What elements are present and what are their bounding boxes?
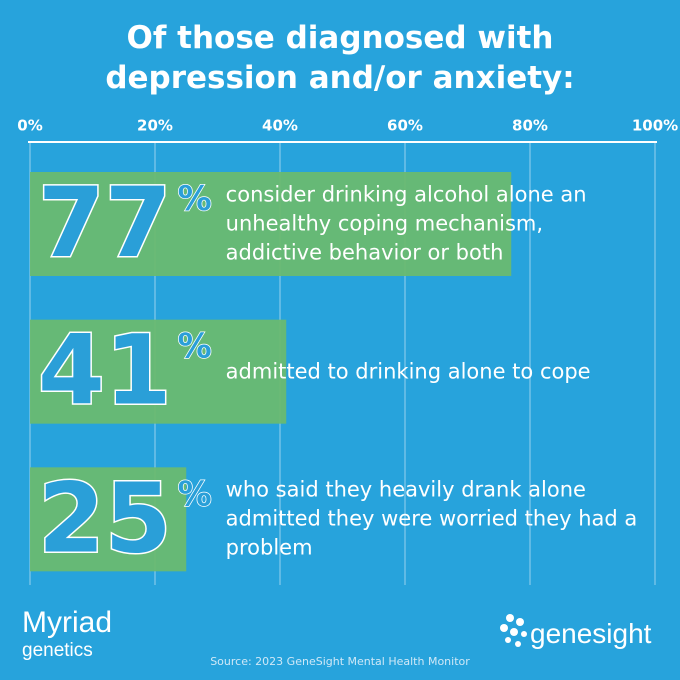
x-tick-label: 80% [512,117,548,135]
category-label: admitted to drinking alone to cope [225,359,591,384]
chart-title: Of those diagnosed with depression and/o… [105,20,575,96]
category-label: consider drinking alcohol alone an unhea… [225,182,587,265]
x-tick-label: 0% [17,117,42,135]
logo-text: genesight [530,618,652,649]
logo-mark [500,614,527,647]
bar [30,172,512,276]
x-tick-label: 40% [262,117,298,135]
source: Source: 2023 GeneSight Mental Health Mon… [210,655,470,668]
x-tick-label: 20% [137,117,173,135]
x-tick-label: 60% [387,117,423,135]
logo-text: Myriad [22,606,113,639]
bar [30,467,187,572]
value-label: 41% [38,315,212,427]
value-label: 25% [38,463,212,575]
logo-text: genetics [22,640,93,661]
x-tick-label: 100% [632,117,678,135]
value-label: 77% [38,167,212,279]
category-label: who said they heavily drank alone admitt… [225,477,638,560]
bar [30,319,287,424]
